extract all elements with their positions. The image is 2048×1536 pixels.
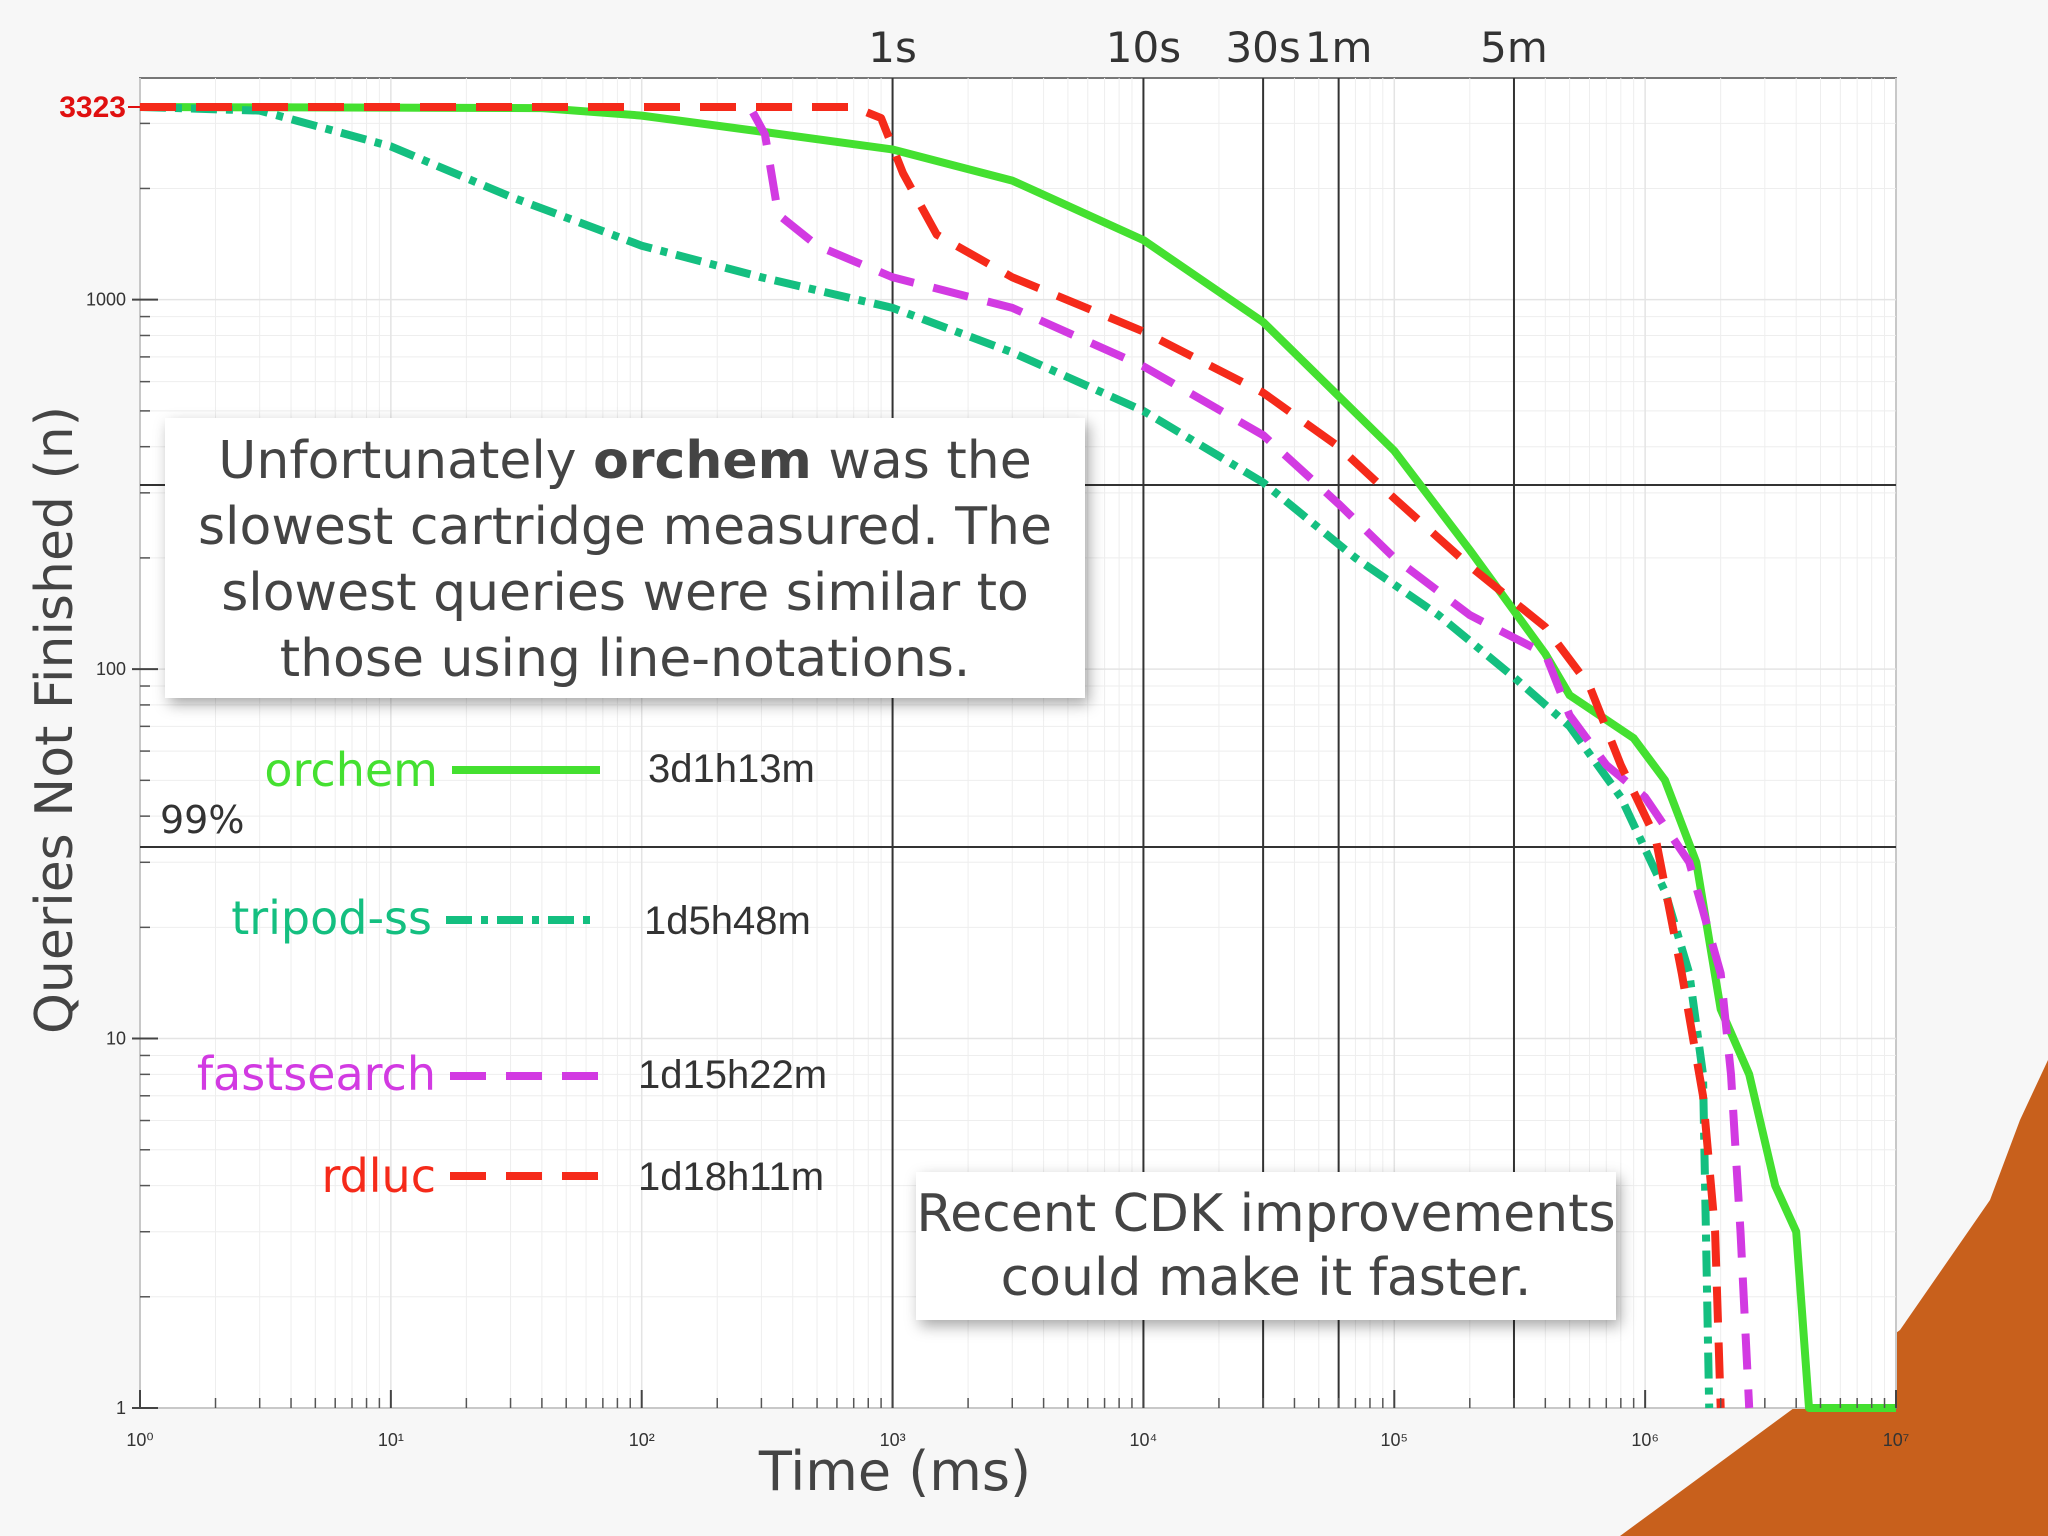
callout-main-line1: Unfortunately orchem was the: [165, 428, 1085, 494]
legend-label-tripod-ss: tripod-ss: [231, 891, 432, 945]
y-axis-label: Queries Not Finished (n): [25, 406, 85, 1034]
callout-cdk-improvements: Recent CDK improvements could make it fa…: [916, 1172, 1616, 1320]
callout-orchem-slowest: Unfortunately orchem was the slowest car…: [165, 418, 1085, 698]
callout-main-line3: slowest queries were similar to: [221, 563, 1029, 623]
axis-layer: 10⁰ 10¹ 10² 10³ 10⁴ 10⁵ 10⁶ 10⁷ 1 10 100 1000 3323 1s…: [25, 23, 1909, 1503]
series-line-tripod-ss: [139, 103, 1714, 1409]
percent-marker-label: 99%: [160, 798, 244, 842]
legend-label-fastsearch: fastsearch: [197, 1047, 436, 1101]
legend-total-orchem: 3d1h13m: [648, 747, 815, 791]
callout-main-line1-bold: orchem: [593, 431, 812, 491]
x-tick-label: 10⁴: [1130, 1430, 1158, 1450]
decorative-orange-shape: [1620, 1060, 2048, 1536]
callout-main-line2: slowest cartridge measured. The: [197, 497, 1053, 557]
x-tick-label: 10³: [880, 1430, 906, 1450]
callout-cdk-line1: Recent CDK improvements: [916, 1184, 1616, 1244]
time-marker-label: 1m: [1305, 23, 1373, 72]
time-marker-label: 1s: [868, 23, 917, 72]
x-tick-label: 10⁷: [1883, 1430, 1910, 1450]
legend-total-tripod-ss: 1d5h48m: [644, 899, 811, 943]
series-line-fastsearch: [140, 103, 1754, 1409]
series-layer: [139, 103, 1896, 1412]
y-highlight-label: 3323: [59, 91, 126, 124]
time-marker-label: 5m: [1480, 23, 1548, 72]
series-line-orchem: [139, 103, 1896, 1412]
time-marker-label: 30s: [1225, 23, 1300, 72]
y-tick-label: 1000: [86, 290, 126, 310]
x-tick-label: 10⁰: [126, 1430, 153, 1450]
y-tick-label: 100: [96, 659, 126, 679]
x-tick-label: 10⁶: [1631, 1430, 1658, 1450]
x-tick-label: 10¹: [378, 1430, 404, 1450]
legend-total-rdluc: 1d18h11m: [638, 1155, 824, 1199]
y-tick-label: 10: [106, 1029, 126, 1049]
legend-total-fastsearch: 1d15h22m: [638, 1053, 827, 1097]
legend-label-orchem: orchem: [264, 743, 438, 797]
legend-label-rdluc: rdluc: [321, 1149, 436, 1203]
y-tick-label: 1: [116, 1398, 126, 1418]
x-axis-label: Time (ms): [758, 1440, 1031, 1503]
legend: orchem 3d1h13m tripod-ss 1d5h48m fastsea…: [197, 743, 827, 1203]
callout-main-line4: those using line-notations.: [279, 629, 971, 689]
callout-main-line1-post: was the: [811, 431, 1032, 491]
x-tick-label: 10⁵: [1381, 1430, 1408, 1450]
series-line-rdluc: [140, 103, 1725, 1409]
time-marker-label: 10s: [1106, 23, 1181, 72]
callout-cdk-line2: could make it faster.: [1000, 1248, 1532, 1308]
callout-main-line1-pre: Unfortunately: [218, 431, 594, 491]
x-tick-label: 10²: [629, 1430, 655, 1450]
